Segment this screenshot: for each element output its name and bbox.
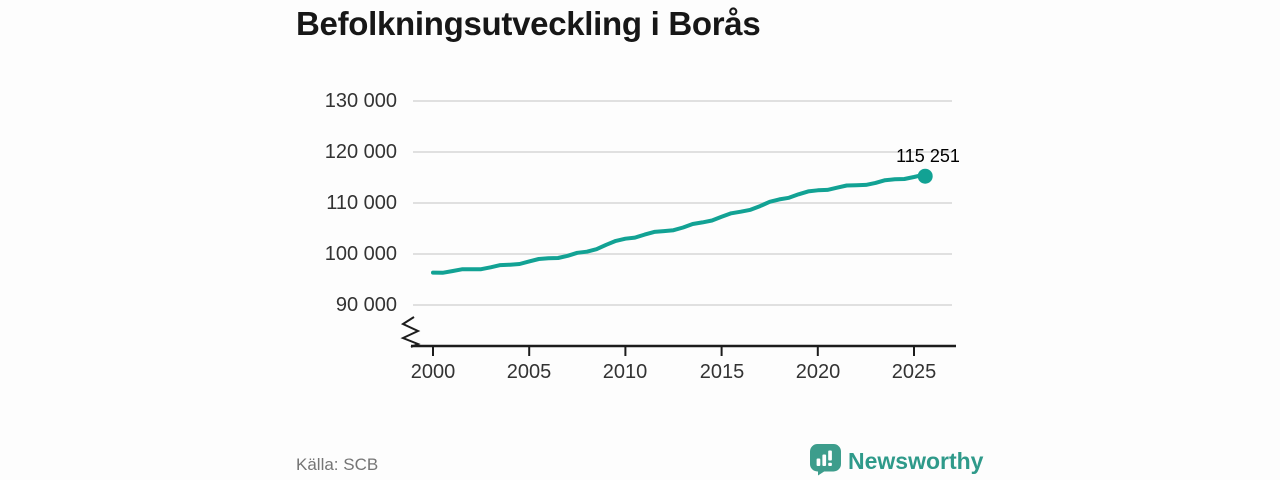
newsworthy-logo-icon [810,444,841,476]
chart-title: Befolkningsutveckling i Borås [296,5,761,42]
x-axis-tick-label: 2010 [602,361,648,383]
x-axis-tick-label: 2000 [410,361,456,383]
x-axis-tick-label: 2020 [795,361,841,383]
population-line [431,173,928,275]
y-axis-tick-label: 100 000 [324,243,397,265]
x-axis-tick-label: 2025 [891,361,937,383]
axis-break-icon [400,316,421,348]
end-value-label: 115 251 [896,146,960,166]
x-axis-tick-label: 2005 [506,361,552,383]
end-point-marker [917,168,933,184]
newsworthy-logo-text: Newsworthy [848,448,984,474]
x-axis-tick-label: 2015 [699,361,745,383]
y-axis-tick-label: 90 000 [335,294,397,316]
y-axis-tick-label: 120 000 [324,141,397,163]
y-axis-tick-label: 110 000 [326,192,397,214]
y-axis-tick-label: 130 000 [324,90,397,112]
source-label: Källa: SCB [296,455,379,474]
